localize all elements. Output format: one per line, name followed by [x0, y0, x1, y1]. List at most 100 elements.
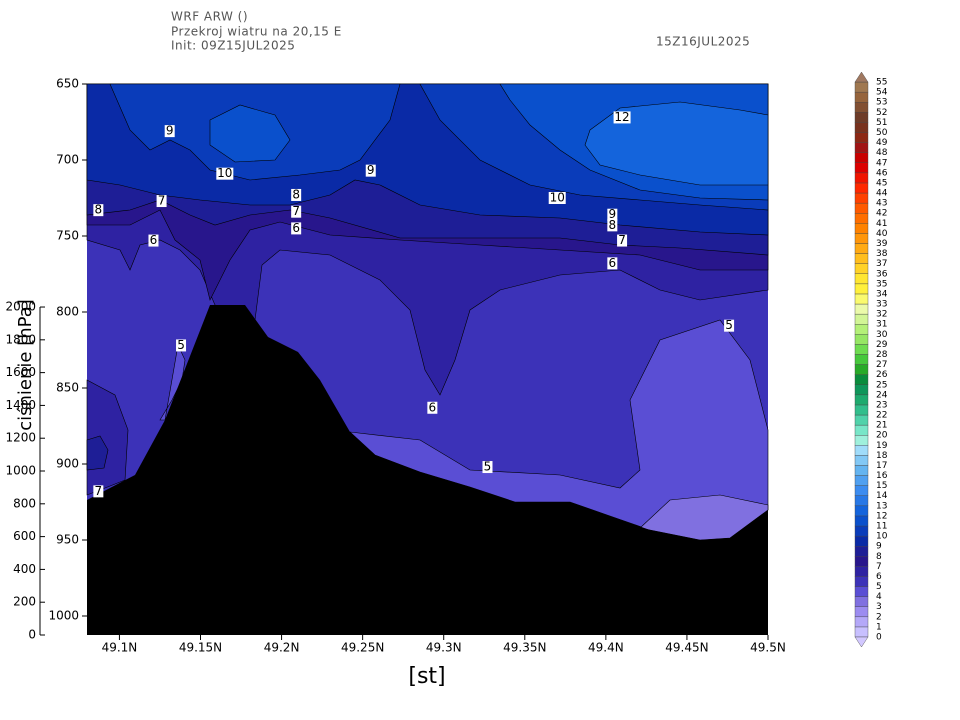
- contour-label: 7: [618, 233, 626, 247]
- contour-label-box: [617, 234, 628, 247]
- colorbar-label: 23: [876, 400, 887, 410]
- colorbar-box: [854, 172, 869, 184]
- colorbar-label: 16: [876, 471, 888, 481]
- colorbar-box: [854, 132, 869, 143]
- colorbar-label: 17: [876, 461, 887, 471]
- colorbar-box: [854, 303, 869, 315]
- y-tick-label: 900: [56, 457, 79, 471]
- contour-label-box: [607, 257, 618, 270]
- colorbar-label: 49: [876, 138, 888, 148]
- colorbar-label: 18: [876, 451, 888, 461]
- colorbar-box: [854, 283, 869, 295]
- colorbar-box: [854, 384, 869, 396]
- colorbar-box: [854, 394, 869, 406]
- colorbar-box: [854, 596, 869, 607]
- y2-tick-label: 200: [13, 595, 36, 609]
- colorbar-box: [854, 344, 869, 355]
- colorbar-label: 45: [876, 178, 887, 188]
- y-tick-label: 1000: [48, 609, 79, 623]
- colorbar-box: [854, 81, 869, 93]
- colorbar-box: [854, 485, 869, 496]
- colorbar-label: 47: [876, 158, 887, 168]
- colorbar-box: [854, 91, 869, 103]
- colorbar-label: 46: [876, 168, 888, 178]
- colorbar-box: [854, 364, 869, 375]
- colorbar-box: [854, 404, 869, 416]
- contour-label-box: [291, 222, 302, 235]
- x-tick-label: 49.15N: [179, 641, 222, 655]
- colorbar-box: [854, 263, 869, 274]
- contour-label-box: [365, 164, 376, 177]
- colorbar-box: [854, 112, 869, 123]
- y2-tick-label: 400: [13, 562, 36, 576]
- colorbar-box: [854, 495, 869, 507]
- colorbar-box: [854, 435, 869, 446]
- x-tick-label: 49.1N: [102, 641, 138, 655]
- colorbar-label: 36: [876, 269, 888, 279]
- colorbar-label: 35: [876, 279, 887, 289]
- colorbar-label: 29: [876, 340, 888, 350]
- y-tick-label: 700: [56, 153, 79, 167]
- colorbar-label: 4: [876, 592, 882, 602]
- header-init: Init: 09Z15JUL2025: [171, 39, 295, 53]
- colorbar-box: [854, 525, 869, 537]
- contour-label-box: [427, 401, 438, 414]
- colorbar-label: 1: [876, 622, 882, 632]
- colorbar-box: [854, 475, 869, 486]
- contour-label: 6: [609, 256, 617, 270]
- x-tick-label: 49.3N: [426, 641, 462, 655]
- colorbar-label: 24: [876, 390, 888, 400]
- contour-label: 6: [150, 233, 158, 247]
- contour-label: 5: [725, 318, 733, 332]
- y2-tick-label: 800: [13, 496, 36, 510]
- colorbar-label: 14: [876, 491, 888, 501]
- colorbar-box: [854, 455, 869, 466]
- contour-label-box: [216, 167, 234, 180]
- contour-label-box: [482, 461, 493, 474]
- colorbar-label: 51: [876, 118, 887, 128]
- contour-label: 10: [217, 166, 232, 180]
- y2-tick-label: 1600: [5, 365, 36, 379]
- colorbar-label: 54: [876, 88, 888, 98]
- contour-label: 9: [367, 163, 375, 177]
- colorbar-label: 41: [876, 219, 887, 229]
- colorbar-label: 40: [876, 229, 888, 239]
- contour-label-box: [291, 205, 302, 218]
- colorbar-label: 31: [876, 320, 887, 330]
- colorbar-box: [854, 535, 869, 547]
- contour-label-box: [607, 208, 618, 221]
- contour-label: 7: [95, 484, 103, 498]
- contour-label: 12: [614, 110, 629, 124]
- y-tick-label: 750: [56, 229, 79, 243]
- contour-label: 6: [292, 221, 300, 235]
- colorbar-label: 6: [876, 572, 882, 582]
- colorbar-label: 42: [876, 209, 887, 219]
- contour-label: 6: [429, 400, 437, 414]
- contour-label: 9: [609, 207, 617, 221]
- contour-label-box: [607, 219, 618, 232]
- contour-label-box: [164, 125, 175, 138]
- contour-label-box: [291, 188, 302, 201]
- colorbar-box: [854, 192, 869, 204]
- contour-label-box: [724, 319, 735, 332]
- colorbar-label: 26: [876, 370, 888, 380]
- colorbar-label: 22: [876, 411, 887, 421]
- colorbar-label: 12: [876, 511, 887, 521]
- y-tick-label: 650: [56, 77, 79, 91]
- colorbar-label: 43: [876, 199, 887, 209]
- colorbar-box: [854, 142, 869, 153]
- terrain: [87, 305, 768, 635]
- colorbar-label: 7: [876, 562, 882, 572]
- colorbar-box: [854, 505, 869, 517]
- y2-tick-label: 600: [13, 529, 36, 543]
- colorbar: 0123456789101112131415161718192021222324…: [854, 71, 888, 648]
- y2-tick-label: 0: [28, 628, 36, 642]
- colorbar-over: [854, 71, 869, 83]
- colorbar-box: [854, 102, 869, 113]
- contour-label: 5: [484, 460, 492, 474]
- contour-label-box: [176, 339, 187, 352]
- x-tick-label: 49.5N: [750, 641, 786, 655]
- colorbar-box: [854, 626, 869, 638]
- colorbar-box: [854, 223, 869, 234]
